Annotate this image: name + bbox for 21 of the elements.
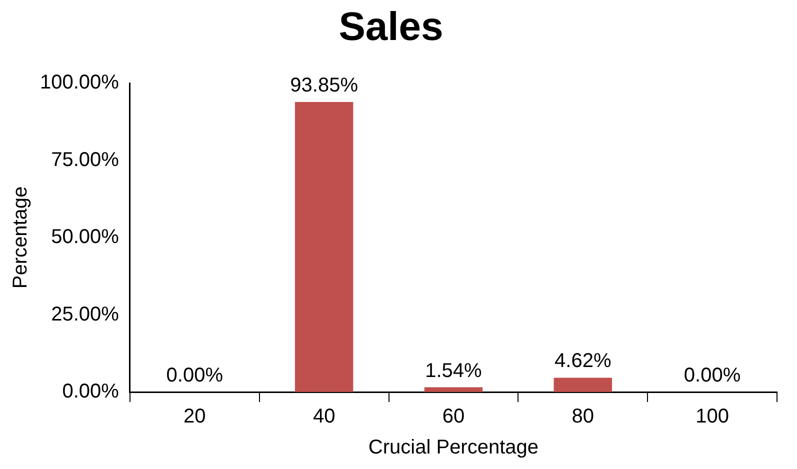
x-tick-label: 40 bbox=[312, 406, 336, 428]
x-axis-title: Crucial Percentage bbox=[368, 436, 539, 459]
y-tick-label: 100.00% bbox=[40, 72, 120, 94]
bar bbox=[294, 102, 354, 392]
y-axis-title: Percentage bbox=[10, 186, 32, 289]
bar bbox=[424, 387, 483, 392]
chart-title: Sales bbox=[338, 5, 444, 50]
x-tick-label: 80 bbox=[572, 406, 594, 428]
y-tick-label: 75.00% bbox=[51, 148, 120, 171]
data-label: 93.85% bbox=[290, 74, 358, 97]
bar bbox=[554, 378, 612, 392]
x-tick-label: 60 bbox=[442, 406, 465, 428]
data-label: 0.00% bbox=[166, 364, 224, 387]
y-tick-label: 25.00% bbox=[51, 303, 120, 326]
x-tick-label: 20 bbox=[184, 406, 206, 428]
y-tick-label: 0.00% bbox=[62, 380, 120, 403]
data-label: 1.54% bbox=[425, 360, 482, 382]
x-tick-label: 100 bbox=[696, 406, 729, 428]
y-tick-label: 50.00% bbox=[51, 226, 120, 248]
data-label: 4.62% bbox=[554, 350, 612, 372]
data-label: 0.00% bbox=[684, 364, 741, 387]
